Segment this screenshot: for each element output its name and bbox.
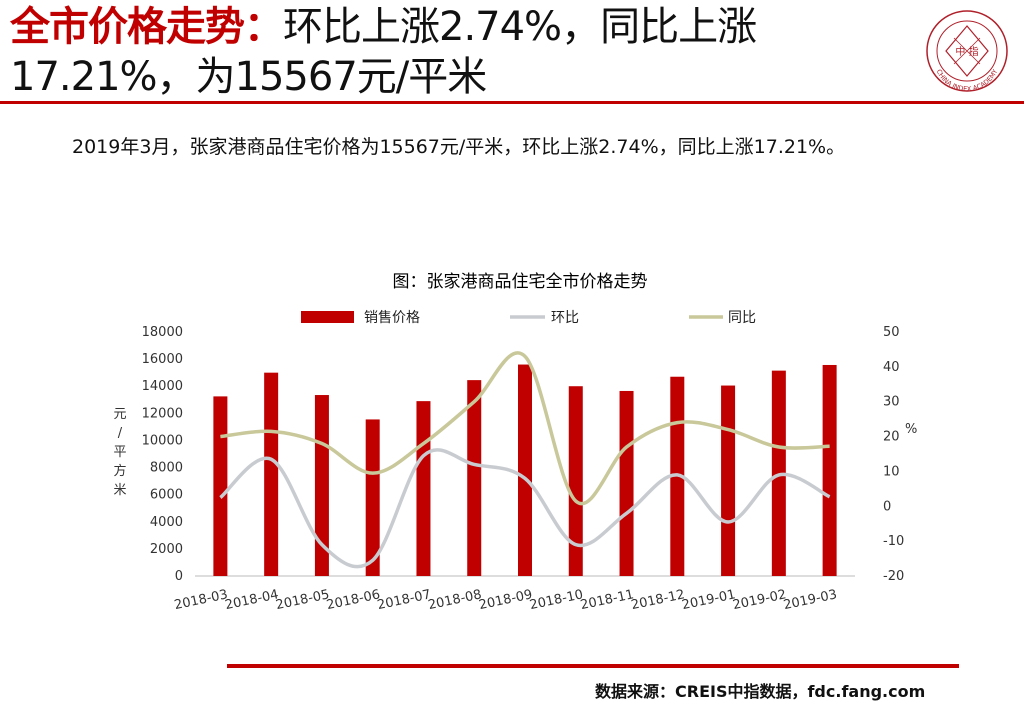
y-left-tick-label: 6000 [150,488,183,503]
y-right-tick-label: 20 [883,430,900,445]
price-bar [619,390,634,576]
price-bar [264,372,279,576]
y-left-tick-label: 2000 [150,542,183,557]
title-rest: 环比上涨2.74%，同比上涨 [283,4,757,50]
y-left-tick-label: 14000 [142,379,183,394]
chart-title: 图：张家港商品住宅全市价格走势 [393,272,648,292]
y-right-tick-label: 0 [883,499,891,514]
china-index-academy-seal-icon: 中 指 CHINA INDEX ACADEMY [926,10,1008,93]
x-tick-label: 2018-04 [224,587,280,613]
x-tick-label: 2018-11 [579,587,635,613]
bar-series [213,364,837,576]
chart-axes: 0 2000 4000 6000 8000 10000 12000 14000 16000 180… [113,325,917,613]
y-left-tick-label: 8000 [150,461,183,476]
x-tick-label: 2018-05 [274,587,330,613]
x-tick-label: 2018-08 [427,587,483,613]
y-left-tick-label: 0 [175,569,183,584]
chart-legend: 销售价格 环比 同比 [301,310,756,326]
x-tick-label: 2018-06 [325,587,381,613]
x-tick-label: 2019-02 [731,587,787,613]
legend-bar-swatch [301,311,354,323]
x-tick-label: 2019-03 [782,587,838,613]
title-line-2: 17.21%，为15567元/平米 [10,54,487,100]
y-right-axis-label: % [905,422,917,437]
y-right-tick-label: 10 [883,464,900,479]
y-left-axis-label: 元/平方米 [113,407,126,498]
y-right-tick-label: 50 [883,325,900,340]
footer-divider [227,664,959,668]
line-series [219,351,831,569]
price-bar [721,385,736,576]
yoy-line [220,351,830,506]
x-tick-label: 2018-12 [630,587,686,613]
x-tick-label: 2018-10 [528,587,584,613]
price-bar [467,380,482,576]
seal-center-text: 中 指 [955,45,978,58]
legend-label-price: 销售价格 [364,310,420,326]
title-highlight: 全市价格走势： [10,4,284,50]
y-left-tick-label: 18000 [142,325,183,340]
price-bar [518,364,532,576]
y-left-tick-label: 10000 [142,433,183,448]
y-left-tick-label: 16000 [142,352,183,367]
price-bar [213,396,228,576]
y-right-tick-label: -10 [883,534,904,549]
y-right-tick-label: 30 [883,395,900,410]
page-title: 全市价格走势：环比上涨2.74%，同比上涨 17.21%，为15567元/平米 [10,2,910,102]
price-bar [365,419,380,576]
x-tick-label: 2018-03 [173,587,229,613]
x-tick-label: 2019-01 [681,587,737,613]
y-right-tick-label: 40 [883,360,900,375]
legend-label-yoy: 同比 [728,310,756,326]
y-right-tick-label: -20 [883,569,904,584]
mom-line [219,448,831,569]
x-tick-label: 2018-09 [478,587,534,613]
y-left-tick-label: 12000 [142,406,183,421]
data-source: 数据来源：CREIS中指数据，fdc.fang.com [595,682,926,701]
title-divider [0,101,1024,104]
legend-label-mom: 环比 [551,310,579,326]
y-left-tick-label: 4000 [150,515,183,530]
price-bar [568,386,583,576]
x-tick-label: 2018-07 [376,587,432,613]
summary-text: 2019年3月，张家港商品住宅价格为15567元/平米，环比上涨2.74%，同比… [72,136,846,158]
price-bar [822,364,837,576]
price-bar [416,401,431,576]
